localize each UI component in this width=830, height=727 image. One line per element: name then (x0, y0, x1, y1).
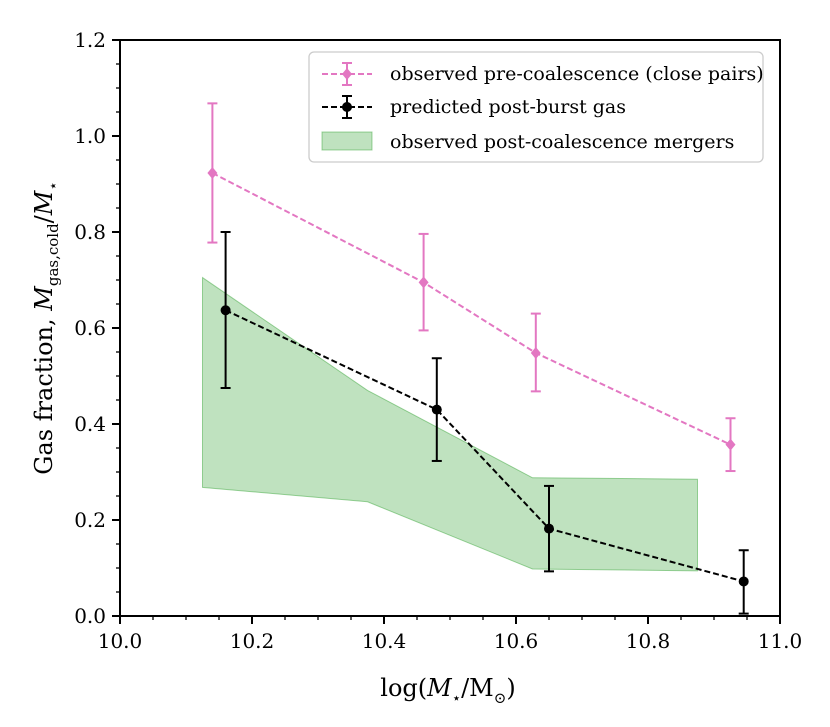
legend-label-post-coalescence: observed post-coalescence mergers (390, 131, 734, 153)
plot-area (202, 102, 749, 615)
data-point-pre-coalescence (418, 276, 429, 289)
data-point-post-burst (220, 305, 231, 316)
data-point-pre-coalescence (530, 346, 541, 359)
x-tick-label: 10.4 (362, 629, 407, 653)
x-tick-label: 10.2 (230, 629, 275, 653)
legend-frame (308, 51, 764, 163)
legend-marker-post-burst (342, 102, 352, 112)
legend-marker-pre-coalescence (342, 68, 352, 80)
data-point-post-burst (544, 523, 554, 534)
y-tick-label: 0.6 (74, 316, 106, 340)
y-tick-label: 0.8 (74, 220, 106, 244)
legend: observed pre-coalescence (close pairs) p… (308, 51, 764, 163)
x-axis-label: log(M⋆/M⊙) (380, 674, 515, 707)
y-tick-label: 1.0 (74, 124, 106, 148)
x-tick-label: 11.0 (758, 629, 803, 653)
data-point-pre-coalescence (725, 438, 736, 451)
y-tick-label: 0.0 (74, 604, 106, 628)
x-tick-label: 10.8 (626, 629, 671, 653)
data-point-post-burst (738, 576, 749, 587)
axes: 10.0 10.2 10.4 10.6 10.8 11.0 0.0 0.2 0.4 0.6 0.8 1… (74, 28, 802, 653)
legend-swatch-post-coalescence (321, 131, 373, 151)
series-line-post-burst (225, 309, 744, 583)
data-point-post-burst (431, 404, 442, 415)
legend-label-post-burst: predicted post-burst gas (390, 96, 626, 118)
data-point-pre-coalescence (207, 166, 218, 179)
y-tick-label: 0.2 (74, 508, 106, 532)
x-tick-label: 10.6 (494, 629, 539, 653)
legend-label-pre-coalescence: observed pre-coalescence (close pairs) (390, 63, 764, 85)
y-tick-label: 0.4 (74, 412, 106, 436)
y-axis-label: Gas fraction, Mgas,cold/M⋆ (30, 181, 62, 475)
series-line-pre-coalescence (211, 172, 731, 446)
band-post-coalescence (202, 276, 698, 572)
y-tick-label: 1.2 (74, 28, 106, 52)
x-tick-label: 10.0 (98, 629, 143, 653)
